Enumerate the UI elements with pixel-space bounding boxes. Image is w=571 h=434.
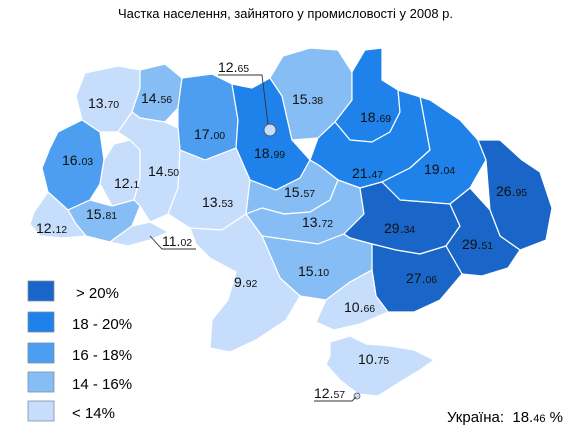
total-int: 18. bbox=[512, 409, 534, 426]
total-dec: 46 bbox=[533, 413, 546, 425]
region-label: 26.95 bbox=[496, 183, 527, 199]
legend-label: 16 - 18% bbox=[72, 347, 132, 364]
region-label: 29.51 bbox=[462, 236, 493, 252]
callout-sevastopol: 12.57 bbox=[314, 385, 345, 401]
legend-swatch-14-16 bbox=[27, 371, 55, 393]
total-label: Україна: bbox=[446, 409, 505, 426]
legend-label: 18 - 20% bbox=[72, 316, 132, 333]
region-label: 13.53 bbox=[202, 194, 233, 210]
region-label: 14.56 bbox=[141, 90, 172, 106]
region-label: 15.10 bbox=[298, 263, 329, 279]
region-label: 15.57 bbox=[284, 184, 315, 200]
legend-label: 14 - 16% bbox=[72, 376, 132, 393]
callout-chernivtsi: 11.02 bbox=[162, 233, 192, 249]
region-zhytomyr[interactable] bbox=[177, 73, 239, 161]
region-label: 15.38 bbox=[292, 91, 323, 107]
region-crimea[interactable] bbox=[325, 335, 435, 397]
region-label: 15.81 bbox=[86, 206, 117, 222]
region-label: 10.75 bbox=[358, 351, 389, 367]
region-label: 9.92 bbox=[234, 274, 258, 290]
region-label: 12.12 bbox=[36, 220, 67, 236]
region-label: 12.1 bbox=[114, 175, 139, 191]
legend-label: < 14% bbox=[72, 405, 115, 422]
region-vinnytsia[interactable] bbox=[167, 147, 251, 231]
legend: > 20% 18 - 20% 16 - 18% 14 - 16% < 14% bbox=[27, 280, 132, 422]
legend-swatch-lt14 bbox=[27, 400, 55, 422]
region-label: 10.66 bbox=[344, 299, 375, 315]
region-label: 29.34 bbox=[384, 220, 415, 236]
legend-swatch-gt20 bbox=[27, 280, 55, 302]
region-label: 21.47 bbox=[352, 165, 383, 181]
region-odesa[interactable] bbox=[189, 213, 301, 353]
region-label: 19.04 bbox=[424, 161, 455, 177]
total-unit: % bbox=[545, 409, 563, 426]
callout-line bbox=[149, 235, 196, 250]
callout-line bbox=[314, 396, 357, 402]
region-kherson[interactable] bbox=[315, 269, 389, 331]
region-zakarpattia[interactable] bbox=[29, 191, 87, 239]
legend-swatch-18-20 bbox=[27, 311, 55, 333]
ukraine-total: Україна: 18.46 % bbox=[447, 409, 563, 426]
region-label: 18.99 bbox=[254, 145, 285, 161]
region-label: 13.72 bbox=[302, 214, 333, 230]
legend-label: > 20% bbox=[76, 285, 119, 302]
map-title: Частка населення, зайнятого у промислово… bbox=[117, 6, 454, 21]
region-luhansk[interactable] bbox=[477, 139, 553, 251]
region-chernivtsi[interactable] bbox=[109, 221, 169, 247]
region-kyiv-city[interactable] bbox=[263, 123, 277, 137]
region-label: 16.03 bbox=[62, 152, 93, 168]
callout-kyiv-city: 12.65 bbox=[218, 59, 249, 75]
legend-swatch-16-18 bbox=[27, 342, 55, 364]
region-donetsk[interactable] bbox=[445, 187, 521, 277]
region-label: 27.06 bbox=[406, 270, 437, 286]
region-label: 14.50 bbox=[148, 163, 179, 179]
callout-line bbox=[218, 74, 269, 125]
region-ternopil[interactable] bbox=[99, 139, 141, 207]
region-label: 17.00 bbox=[194, 126, 225, 142]
region-label: 18.69 bbox=[360, 109, 391, 125]
region-label: 13.70 bbox=[88, 95, 119, 111]
